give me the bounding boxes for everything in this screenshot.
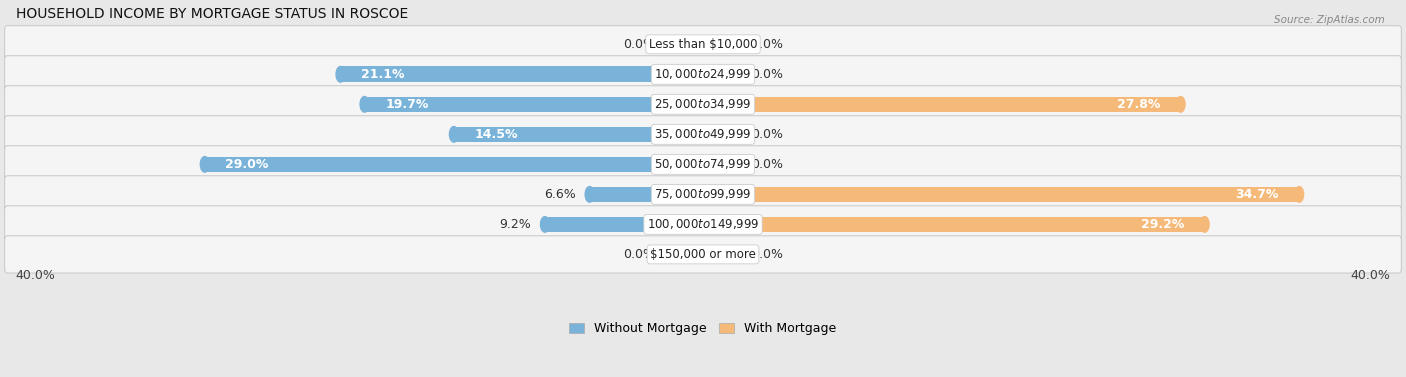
- Circle shape: [699, 127, 707, 142]
- Bar: [669, 247, 703, 262]
- FancyBboxPatch shape: [4, 146, 1402, 183]
- Circle shape: [699, 37, 707, 52]
- Bar: [454, 127, 703, 142]
- Text: $75,000 to $99,999: $75,000 to $99,999: [654, 187, 752, 201]
- Text: $10,000 to $24,999: $10,000 to $24,999: [654, 67, 752, 81]
- Text: 0.0%: 0.0%: [751, 38, 783, 51]
- Text: $35,000 to $49,999: $35,000 to $49,999: [654, 127, 752, 141]
- Circle shape: [664, 37, 673, 52]
- Circle shape: [733, 66, 742, 82]
- Circle shape: [699, 66, 707, 82]
- Bar: [703, 66, 737, 82]
- Circle shape: [699, 37, 707, 52]
- Circle shape: [699, 247, 707, 262]
- Circle shape: [699, 127, 707, 142]
- Bar: [703, 37, 737, 52]
- Text: 14.5%: 14.5%: [474, 128, 517, 141]
- Text: 0.0%: 0.0%: [751, 128, 783, 141]
- Text: $50,000 to $74,999: $50,000 to $74,999: [654, 157, 752, 172]
- Circle shape: [336, 66, 344, 82]
- Circle shape: [733, 247, 742, 262]
- Bar: [669, 37, 703, 52]
- FancyBboxPatch shape: [4, 206, 1402, 243]
- Text: Source: ZipAtlas.com: Source: ZipAtlas.com: [1274, 15, 1385, 25]
- Bar: [205, 156, 703, 172]
- Circle shape: [733, 37, 742, 52]
- Circle shape: [699, 216, 707, 232]
- FancyBboxPatch shape: [4, 236, 1402, 273]
- Circle shape: [1201, 216, 1209, 232]
- Circle shape: [733, 127, 742, 142]
- Text: 9.2%: 9.2%: [499, 218, 531, 231]
- Bar: [364, 97, 703, 112]
- Bar: [703, 216, 1205, 232]
- Text: 6.6%: 6.6%: [544, 188, 576, 201]
- Bar: [589, 187, 703, 202]
- Text: 0.0%: 0.0%: [751, 68, 783, 81]
- Bar: [703, 187, 1299, 202]
- Text: $100,000 to $149,999: $100,000 to $149,999: [647, 218, 759, 231]
- Circle shape: [360, 97, 368, 112]
- FancyBboxPatch shape: [4, 176, 1402, 213]
- FancyBboxPatch shape: [4, 26, 1402, 63]
- Text: 29.2%: 29.2%: [1140, 218, 1184, 231]
- Text: 27.8%: 27.8%: [1116, 98, 1160, 111]
- Text: 40.0%: 40.0%: [15, 270, 56, 282]
- FancyBboxPatch shape: [4, 116, 1402, 153]
- Text: HOUSEHOLD INCOME BY MORTGAGE STATUS IN ROSCOE: HOUSEHOLD INCOME BY MORTGAGE STATUS IN R…: [15, 7, 408, 21]
- Text: 29.0%: 29.0%: [225, 158, 269, 171]
- Bar: [703, 127, 737, 142]
- Bar: [703, 97, 1181, 112]
- Circle shape: [699, 187, 707, 202]
- Text: 0.0%: 0.0%: [623, 248, 655, 261]
- Circle shape: [200, 156, 209, 172]
- Bar: [703, 247, 737, 262]
- Text: Less than $10,000: Less than $10,000: [648, 38, 758, 51]
- Text: $25,000 to $34,999: $25,000 to $34,999: [654, 97, 752, 111]
- Text: 21.1%: 21.1%: [361, 68, 405, 81]
- Text: $150,000 or more: $150,000 or more: [650, 248, 756, 261]
- Text: 19.7%: 19.7%: [385, 98, 429, 111]
- Bar: [546, 216, 703, 232]
- Circle shape: [664, 247, 673, 262]
- Circle shape: [450, 127, 458, 142]
- Circle shape: [1295, 187, 1303, 202]
- Circle shape: [699, 156, 707, 172]
- FancyBboxPatch shape: [4, 86, 1402, 123]
- Circle shape: [699, 247, 707, 262]
- Text: 34.7%: 34.7%: [1234, 188, 1278, 201]
- Text: 40.0%: 40.0%: [1350, 270, 1391, 282]
- Circle shape: [699, 97, 707, 112]
- Circle shape: [585, 187, 595, 202]
- Bar: [340, 66, 703, 82]
- Text: 0.0%: 0.0%: [751, 158, 783, 171]
- Circle shape: [699, 216, 707, 232]
- Circle shape: [699, 187, 707, 202]
- Text: 0.0%: 0.0%: [751, 248, 783, 261]
- FancyBboxPatch shape: [4, 56, 1402, 93]
- Circle shape: [1177, 97, 1185, 112]
- Circle shape: [699, 97, 707, 112]
- Legend: Without Mortgage, With Mortgage: Without Mortgage, With Mortgage: [569, 322, 837, 335]
- Circle shape: [733, 156, 742, 172]
- Circle shape: [699, 156, 707, 172]
- Circle shape: [699, 66, 707, 82]
- Circle shape: [540, 216, 550, 232]
- Bar: [703, 156, 737, 172]
- Text: 0.0%: 0.0%: [623, 38, 655, 51]
